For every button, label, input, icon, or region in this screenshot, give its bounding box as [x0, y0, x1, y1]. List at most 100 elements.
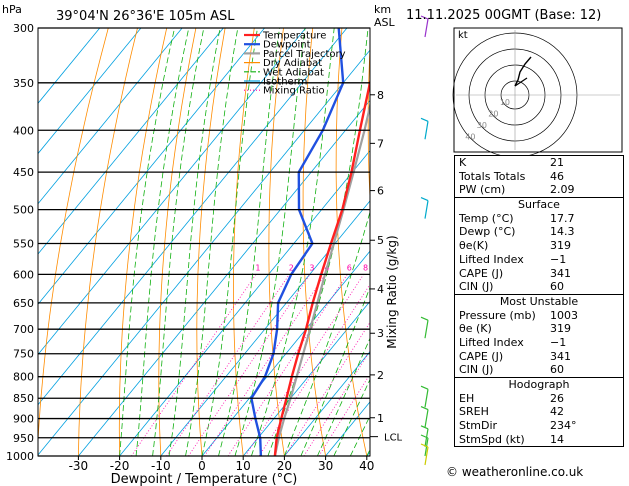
most-unstable-value: −1 [550, 335, 567, 349]
surface-row: CAPE (J) 341 [455, 267, 623, 281]
mixing-ratio-line [166, 274, 290, 456]
mixing-ratio-line [204, 274, 326, 456]
km-tick-label: 5 [377, 234, 384, 247]
wind-barb [424, 18, 429, 38]
surface-row: CIN (J) 60 [455, 280, 623, 294]
surface-label: θe(K) [459, 239, 489, 253]
most-unstable-label: CAPE (J) [459, 349, 504, 363]
x-tick-label: -20 [110, 459, 130, 473]
pressure-tick-label: 750 [13, 348, 34, 361]
wind-barb [424, 389, 429, 408]
dry-adiabat-line [78, 28, 138, 456]
hodograph-ring-label: 20 [488, 110, 498, 119]
pressure-tick-label: 950 [13, 432, 34, 445]
most-unstable-value: 319 [550, 322, 571, 336]
pressure-tick-label: 850 [13, 392, 34, 405]
pressure-tick-label: 500 [13, 204, 34, 217]
index-row: Totals Totals 46 [455, 170, 623, 184]
legend-label: Parcel Trajectory [263, 49, 346, 60]
index-row: K 21 [455, 156, 623, 170]
wind-barb-flag [420, 117, 429, 122]
hodograph-stat-value: 26 [550, 391, 564, 405]
surface-value: −1 [550, 252, 567, 266]
pressure-tick-label: 1000 [6, 450, 34, 463]
asl-label: ASL [374, 16, 396, 29]
pressure-tick-label: 350 [13, 77, 34, 90]
surface-label: Temp (°C) [459, 211, 514, 225]
x-tick-label: 0 [198, 459, 206, 473]
most-unstable-value: 1003 [550, 308, 578, 322]
isotherm-line [38, 28, 101, 104]
km-tick-label: 1 [377, 412, 384, 425]
hodograph-stat-label: SREH [459, 405, 489, 419]
most-unstable-label: Pressure (mb) [459, 308, 536, 322]
surface-label: CIN (J) [459, 280, 494, 294]
pressure-tick-label: 300 [13, 22, 34, 35]
mixing-ratio-label: 25 [430, 263, 440, 272]
isotherm-line [38, 28, 265, 305]
index-label: K [459, 156, 467, 169]
isotherm-line [38, 28, 183, 205]
most-unstable-row: θe (K) 319 [455, 322, 623, 336]
dry-adiabat-line [399, 28, 449, 456]
mixing-ratio-label: 15 [398, 263, 408, 272]
hodograph-ring-label: 10 [500, 98, 510, 107]
surface-row: θe(K) 319 [455, 239, 623, 253]
pressure-tick-label: 900 [13, 413, 34, 426]
wind-barb [424, 446, 429, 466]
most-unstable-label: Lifted Index [459, 335, 524, 349]
hodograph-stat-label: StmDir [459, 419, 498, 433]
hodograph-ring-label: 30 [477, 121, 487, 130]
index-label: PW (cm) [459, 183, 506, 197]
wind-barb-flag [420, 434, 429, 439]
surface-value: 14.3 [550, 225, 575, 239]
isotherm-line [38, 28, 307, 356]
wet-adiabat-line [317, 337, 370, 456]
legend-label: Isotherm [263, 77, 307, 88]
most-unstable-label: CIN (J) [459, 363, 494, 377]
x-tick-label: 20 [277, 459, 292, 473]
wind-barb-flag [420, 405, 429, 411]
x-tick-label: 10 [236, 459, 251, 473]
pressure-tick-label: 800 [13, 371, 34, 384]
km-tick-label: 7 [377, 137, 384, 150]
wind-barb [424, 320, 429, 339]
hodograph-stat-label: StmSpd (kt) [459, 432, 525, 446]
wind-barb-flag [420, 385, 429, 390]
surface-value: 341 [550, 266, 571, 280]
indices-panel: K 21 Totals Totals 46 PW (cm) 2.09 Surface Tem… [454, 155, 624, 448]
pressure-tick-label: 450 [13, 166, 34, 179]
wet-adiabat-line [201, 28, 258, 456]
x-tick-label: -30 [69, 459, 89, 473]
mixing-ratio-label: 3 [309, 263, 314, 272]
wind-barb-flag [420, 425, 429, 430]
index-value: 21 [550, 156, 564, 169]
wind-barb [424, 409, 429, 428]
mixing-ratio-line [188, 274, 311, 456]
mixing-ratio-label: 10 [373, 263, 383, 272]
lcl-label: LCL [384, 433, 403, 444]
isotherm-line [242, 300, 370, 456]
wind-barb [424, 200, 429, 219]
dry-adiabat-line [196, 28, 226, 456]
isotherm-line [160, 200, 370, 456]
wet-adiabat-line [251, 28, 335, 456]
hodograph-table-title: Hodograph [508, 378, 570, 391]
legend-label: Dewpoint [263, 40, 311, 51]
storm-motion-arrow [514, 77, 528, 87]
isotherm-line [38, 28, 142, 155]
surface-label: Lifted Index [459, 252, 524, 266]
km-tick-label: 3 [377, 327, 384, 340]
isotherm-line [78, 99, 370, 456]
legend-label: Wet Adiabat [263, 67, 324, 78]
hodograph-stat-row: EH 26 [455, 392, 623, 406]
legend-label: Temperature [262, 31, 326, 42]
dry-adiabat-line [233, 28, 255, 456]
wet-adiabat-line [119, 28, 175, 456]
mixing-ratio-line [244, 274, 364, 456]
most-unstable-row: Pressure (mb) 1003 [455, 309, 623, 323]
most-unstable-row: CIN (J) 60 [455, 363, 623, 377]
most-unstable-title: Most Unstable [499, 294, 579, 308]
